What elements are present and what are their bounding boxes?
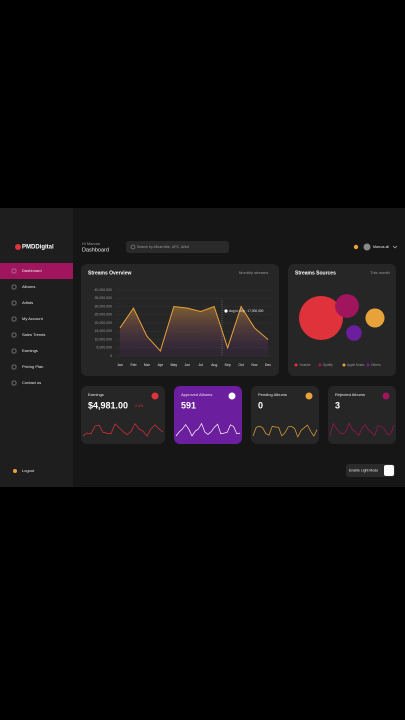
nav-item[interactable]: Earnings [22, 348, 38, 353]
user-dropdown[interactable] [392, 245, 398, 249]
stat-icon [305, 392, 313, 400]
nav-item[interactable]: My Account [22, 316, 44, 321]
bubble [298, 295, 344, 341]
nav-icon [11, 380, 17, 386]
stat-title: Earnings [88, 392, 104, 397]
stat-value: $4,981.00 [88, 400, 128, 410]
stat-value: 591 [181, 400, 196, 410]
stat-title: Rejected Albums [335, 392, 365, 397]
line [119, 305, 269, 353]
y-tick-label: 25,000,000 [94, 313, 112, 317]
area [120, 306, 268, 356]
stat-card [174, 386, 242, 444]
x-tick-label: Jan [117, 363, 123, 367]
nav-icon [11, 348, 17, 354]
y-tick-label: 30,000,000 [94, 304, 112, 308]
x-tick-label: Apr [158, 363, 164, 367]
search-icon [130, 244, 136, 250]
user-name[interactable]: Marcus ali [373, 245, 389, 249]
bubble [335, 294, 359, 318]
greeting: Hi Marcus [82, 241, 100, 246]
stat-change: -2.4% [134, 404, 143, 408]
nav-item[interactable]: Sales Trends [22, 332, 45, 337]
x-tick-label: Oct [238, 363, 243, 367]
card-title: Streams Overview [88, 270, 131, 276]
page-title: Dashboard [82, 247, 109, 253]
card-title: Streams Sources [295, 270, 336, 276]
active-nav-bg [0, 263, 73, 279]
nav-icon [11, 332, 17, 338]
stat-title: Approved Albums [181, 392, 212, 397]
nav-icon [11, 300, 17, 306]
tooltip-dot [224, 309, 228, 313]
legend-dot [342, 363, 346, 367]
y-tick-label: 20,000,000 [94, 321, 112, 325]
stat-title: Pending Albums [258, 392, 287, 397]
avatar[interactable] [363, 243, 371, 251]
x-tick-label: Feb [130, 363, 136, 367]
sparkline [329, 422, 395, 437]
x-tick-label: May [171, 363, 178, 367]
theme-toggle[interactable] [346, 464, 395, 477]
sparkline [82, 422, 164, 437]
legend-label: Others [371, 363, 381, 367]
x-tick-label: Sep [225, 363, 231, 367]
y-tick-label: 15,000,000 [94, 329, 112, 333]
bubble [365, 308, 385, 328]
nav-item[interactable]: Artists [22, 300, 33, 305]
nav-item[interactable]: Dashboard [22, 268, 42, 273]
logout[interactable]: Logout [22, 468, 35, 473]
sparkline [175, 422, 241, 437]
nav-item[interactable]: Contact us [22, 380, 41, 385]
stat-card [328, 386, 396, 444]
x-tick-label: Mar [144, 363, 151, 367]
nav-item[interactable]: Albums [22, 284, 35, 289]
search-placeholder: Search by Album title, UPC, Artist [137, 245, 189, 249]
sun-icon[interactable] [384, 465, 394, 476]
x-tick-label: Nov [251, 363, 257, 367]
search-box[interactable] [126, 241, 229, 253]
stat-icon [151, 392, 159, 400]
nav-icon [11, 316, 17, 322]
sidebar [0, 208, 73, 487]
logo: PMDDigital [22, 245, 54, 251]
legend-dot [318, 363, 322, 367]
filter[interactable]: This month [370, 270, 390, 275]
x-tick-label: Jul [198, 363, 203, 367]
y-tick-label: 5,000,000 [96, 346, 112, 350]
theme-toggle-label[interactable]: Enable Light Mode [349, 468, 378, 472]
legend-dot [294, 363, 298, 367]
stat-card [81, 386, 165, 444]
stat-icon [382, 392, 390, 400]
logo-icon [15, 244, 21, 250]
nav-icon [11, 284, 17, 290]
x-tick-label: Jun [184, 363, 190, 367]
nav-icon [11, 364, 17, 370]
legend-dot [366, 363, 370, 367]
legend-label: Youtube [299, 363, 311, 367]
stat-value: 0 [258, 400, 263, 410]
x-tick-label: Aug [211, 363, 217, 367]
notification-icon[interactable] [353, 244, 359, 250]
stat-value: 3 [335, 400, 340, 410]
logout-icon [13, 469, 17, 473]
filter[interactable]: Monthly streams [239, 270, 268, 275]
legend-label: Spotify [323, 363, 333, 367]
nav-item[interactable]: Pricing Plan [22, 364, 43, 369]
y-tick-label: 10,000,000 [94, 337, 112, 341]
y-tick-label: 40,000,000 [94, 288, 112, 292]
legend-label: Apple Music [347, 363, 365, 367]
nav-icon [11, 268, 17, 274]
x-tick-label: Dec [265, 363, 271, 367]
stat-icon [228, 392, 236, 400]
sparkline [252, 424, 318, 438]
y-tick-label: 0 [110, 354, 112, 358]
bubble [346, 325, 362, 341]
tooltip: Aug to Sep : 17,000,000 [229, 309, 264, 313]
y-tick-label: 35,000,000 [94, 296, 112, 300]
